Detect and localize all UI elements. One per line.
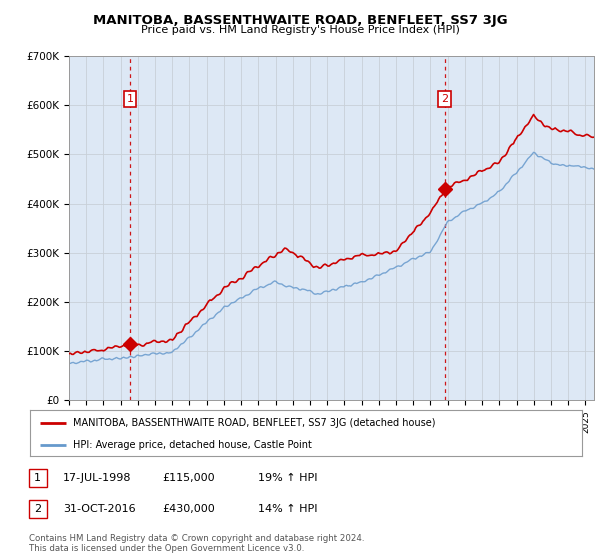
Text: HPI: Average price, detached house, Castle Point: HPI: Average price, detached house, Cast… (73, 440, 312, 450)
Text: Contains HM Land Registry data © Crown copyright and database right 2024.
This d: Contains HM Land Registry data © Crown c… (29, 534, 364, 553)
Text: 1: 1 (127, 94, 133, 104)
Text: 19% ↑ HPI: 19% ↑ HPI (258, 473, 317, 483)
Text: MANITOBA, BASSENTHWAITE ROAD, BENFLEET, SS7 3JG: MANITOBA, BASSENTHWAITE ROAD, BENFLEET, … (92, 14, 508, 27)
Text: MANITOBA, BASSENTHWAITE ROAD, BENFLEET, SS7 3JG (detached house): MANITOBA, BASSENTHWAITE ROAD, BENFLEET, … (73, 418, 436, 428)
Text: 1: 1 (34, 473, 41, 483)
Text: 31-OCT-2016: 31-OCT-2016 (63, 504, 136, 514)
Text: 2: 2 (441, 94, 448, 104)
Text: 17-JUL-1998: 17-JUL-1998 (63, 473, 131, 483)
Text: Price paid vs. HM Land Registry's House Price Index (HPI): Price paid vs. HM Land Registry's House … (140, 25, 460, 35)
Text: £115,000: £115,000 (162, 473, 215, 483)
Text: 14% ↑ HPI: 14% ↑ HPI (258, 504, 317, 514)
Text: £430,000: £430,000 (162, 504, 215, 514)
Text: 2: 2 (34, 504, 41, 514)
